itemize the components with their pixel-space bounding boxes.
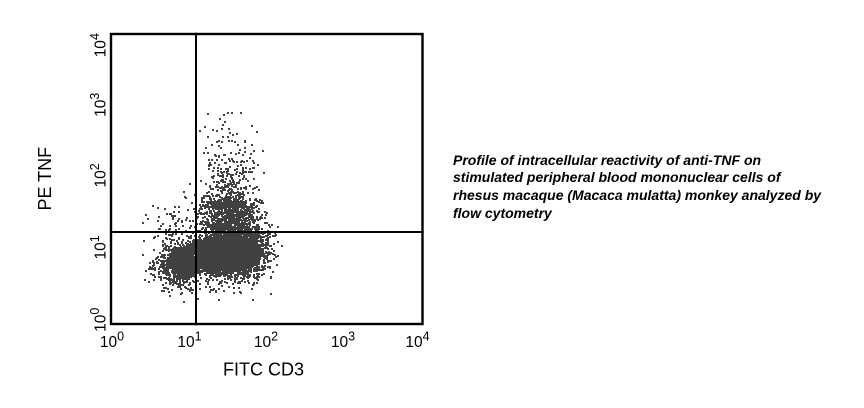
svg-text:FITC CD3: FITC CD3 — [223, 360, 304, 380]
svg-text:102: 102 — [254, 329, 278, 351]
svg-text:103: 103 — [331, 329, 355, 351]
svg-text:103: 103 — [88, 93, 110, 117]
svg-text:102: 102 — [88, 163, 110, 187]
svg-text:104: 104 — [405, 329, 429, 351]
svg-text:101: 101 — [177, 329, 201, 351]
svg-text:104: 104 — [88, 33, 110, 57]
svg-text:101: 101 — [88, 235, 110, 259]
svg-text:PE TNF: PE TNF — [35, 147, 55, 211]
svg-text:100: 100 — [88, 308, 110, 332]
